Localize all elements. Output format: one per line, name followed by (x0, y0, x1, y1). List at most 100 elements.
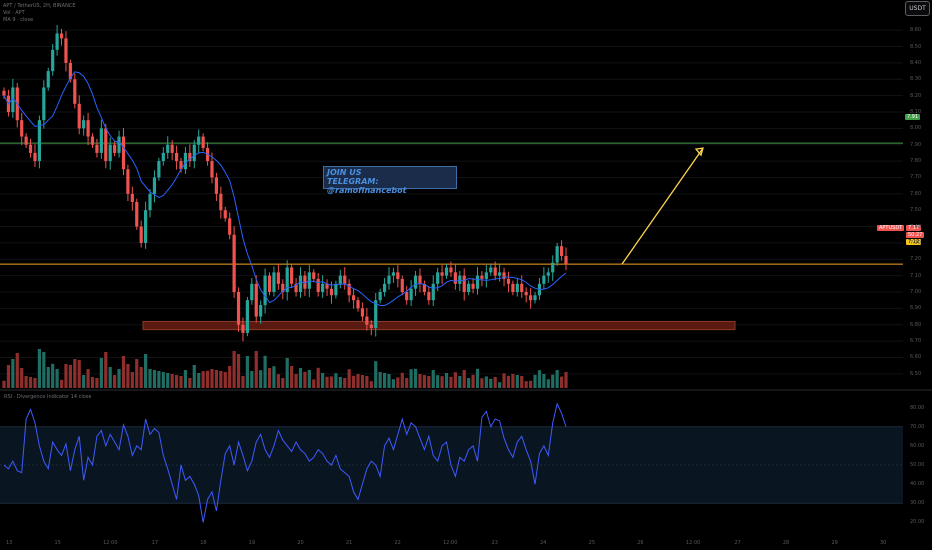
candle-body (241, 324, 245, 333)
volume-legend[interactable]: Vol · APT (3, 10, 25, 16)
volume-bar (2, 380, 6, 388)
volume-bar (290, 366, 294, 388)
candle-body (219, 193, 223, 211)
candle-body (453, 272, 457, 284)
volume-bar (201, 371, 205, 388)
volume-bar (148, 369, 152, 388)
volume-bar (493, 377, 497, 388)
volume-bar (382, 373, 387, 388)
volume-bar (453, 372, 457, 388)
candle-body (436, 272, 440, 284)
candle-body (68, 62, 72, 80)
volume-bar (82, 375, 86, 388)
time-axis-label: 29 (831, 540, 838, 546)
volume-bar (391, 379, 396, 388)
candle-body (77, 103, 81, 129)
price-axis-label: 7.50 (910, 207, 922, 214)
volume-bar (294, 374, 298, 388)
time-axis-label: 26 (637, 540, 644, 546)
candle-body (46, 71, 50, 88)
candle-body (281, 283, 285, 292)
candle-body (82, 120, 86, 129)
price-axis-label: 6.80 (910, 321, 922, 328)
volume-bar (427, 376, 431, 388)
candle-body (201, 136, 205, 148)
volume-bar (197, 373, 201, 388)
price-axis-label: 8.10 (910, 109, 922, 115)
volume-bar (365, 376, 369, 388)
volume-bar (351, 375, 356, 388)
candle-body (515, 283, 519, 292)
volume-bar (360, 375, 365, 388)
candle-body (51, 49, 55, 72)
volume-bar (564, 372, 568, 388)
volume-bar (413, 368, 418, 388)
candle-body (130, 193, 134, 202)
candle-body (148, 193, 152, 211)
volume-bar (436, 375, 440, 388)
volume-bar (343, 378, 347, 388)
volume-bar (458, 376, 462, 388)
candle-body (369, 324, 373, 328)
price-axis-label: 6.90 (910, 305, 922, 312)
ma-legend[interactable]: MA 9 · close (3, 17, 34, 23)
symbol-legend[interactable]: APT / TetherUS, 2H, BINANCE (3, 3, 76, 9)
candle-body (228, 218, 232, 235)
candle-body (422, 283, 426, 292)
volume-bar (6, 365, 11, 388)
volume-bar (431, 370, 435, 388)
volume-bar (144, 354, 148, 388)
volume-bar (73, 359, 77, 388)
candle-body (374, 300, 378, 328)
candle-body (418, 275, 422, 284)
volume-bar (95, 378, 99, 388)
candle-body (214, 177, 219, 194)
candle-body (449, 267, 453, 273)
rsi-legend[interactable]: RSI · Divergence Indicator 14 close (4, 394, 92, 400)
volume-bar (33, 378, 37, 388)
candle-body (559, 246, 564, 256)
price-axis-label: 7.10 (910, 272, 922, 279)
time-axis-label: 12:00 (103, 540, 118, 546)
volume-bar (520, 376, 524, 388)
volume-bar (68, 365, 72, 388)
volume-bar (46, 367, 50, 388)
volume-bar (139, 367, 143, 388)
candle-body (546, 272, 550, 276)
volume-bar (157, 371, 161, 388)
candle-body (290, 267, 294, 284)
candle-body (347, 283, 351, 296)
volume-bar (117, 369, 121, 388)
candle-body (272, 272, 276, 292)
volume-bar (90, 377, 95, 388)
volume-bar (241, 376, 245, 388)
volume-bar (276, 374, 280, 388)
price-axis-label: 7.00 (910, 289, 922, 295)
price-axis-label: 7.30 (910, 239, 922, 246)
volume-bar (449, 376, 453, 388)
candle-body (263, 275, 267, 306)
volume-bar (498, 382, 502, 388)
volume-bar (444, 373, 449, 388)
volume-bar (356, 374, 360, 388)
promo-line-1: JOIN US (327, 168, 362, 177)
candle-body (321, 283, 325, 292)
candle-body (192, 144, 196, 162)
volume-bar (515, 375, 519, 388)
candle-body (343, 275, 347, 284)
candle-body (161, 152, 165, 162)
price-axis-label: 7.90 (910, 141, 922, 148)
candle-body (405, 292, 409, 301)
volume-bar (259, 370, 263, 388)
volume-bar (37, 349, 42, 388)
candle-body (338, 275, 342, 284)
volume-bar (59, 379, 64, 388)
volume-bar (281, 378, 285, 388)
currency-button[interactable]: USDT (905, 1, 930, 16)
volume-bar (126, 364, 130, 388)
volume-bar (484, 376, 488, 388)
time-axis-label: 22 (394, 540, 401, 546)
volume-bar (298, 368, 303, 388)
